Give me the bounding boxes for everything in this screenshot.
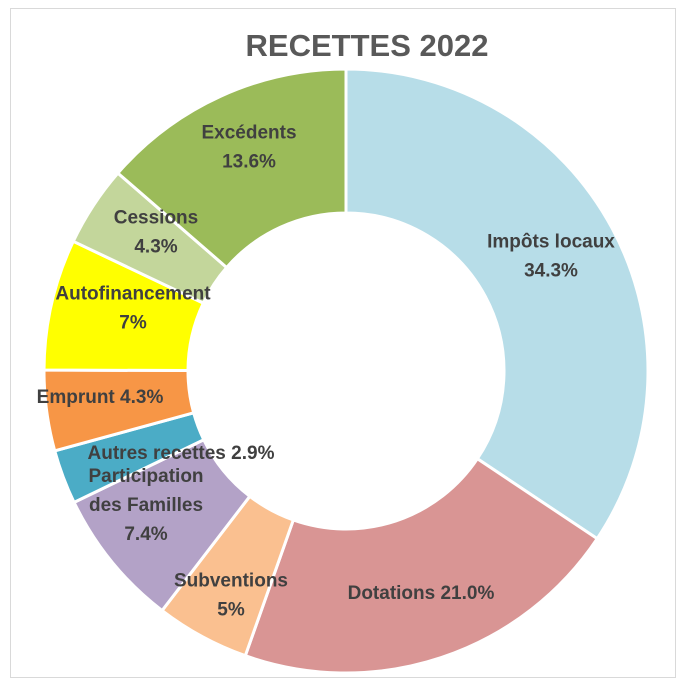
label-line: 7.4% [124,524,167,545]
slice-impots-locaux [344,67,650,541]
slice-dotations [243,456,600,675]
label-line: Emprunt 4.3% [37,387,164,408]
label-line: 34.3% [524,261,578,282]
label-line: Participation [88,466,203,487]
chart-frame: RECETTES 2022 Impôts locaux 34.3% Dotation… [10,8,676,678]
label-line: Subventions [174,571,288,592]
label-participation-des-familles: Participation des Familles 7.4% [88,466,203,545]
label-line: 7% [119,313,147,334]
label-line: Cessions [114,208,198,229]
label-line: Autres recettes 2.9% [88,443,275,464]
label-line: 4.3% [134,237,177,258]
label-subventions: Subventions 5% [174,571,288,621]
label-line: des Familles [89,495,203,516]
label-emprunt: Emprunt 4.3% [37,387,164,408]
label-line: 5% [217,600,245,621]
label-cessions: Cessions 4.3% [114,208,198,258]
label-line: Autofinancement [55,284,211,305]
label-line: Dotations 21.0% [348,583,495,604]
slice-excedents [115,67,348,270]
chart-title: RECETTES 2022 [246,28,489,63]
label-autres-recettes: Autres recettes 2.9% [88,443,275,464]
label-autofinancement: Autofinancement 7% [55,284,211,334]
label-excedents: Excédents 13.6% [201,123,296,173]
label-line: 13.6% [222,152,276,173]
labels-group: Impôts locaux 34.3% Dotations 21.0% Subvent… [37,123,616,621]
label-dotations: Dotations 21.0% [348,583,495,604]
label-impots-locaux: Impôts locaux 34.3% [487,232,615,282]
slices-group [42,67,650,675]
label-line: Impôts locaux [487,232,615,253]
label-line: Excédents [201,123,296,144]
donut-chart: RECETTES 2022 Impôts locaux 34.3% Dotation… [37,28,650,675]
